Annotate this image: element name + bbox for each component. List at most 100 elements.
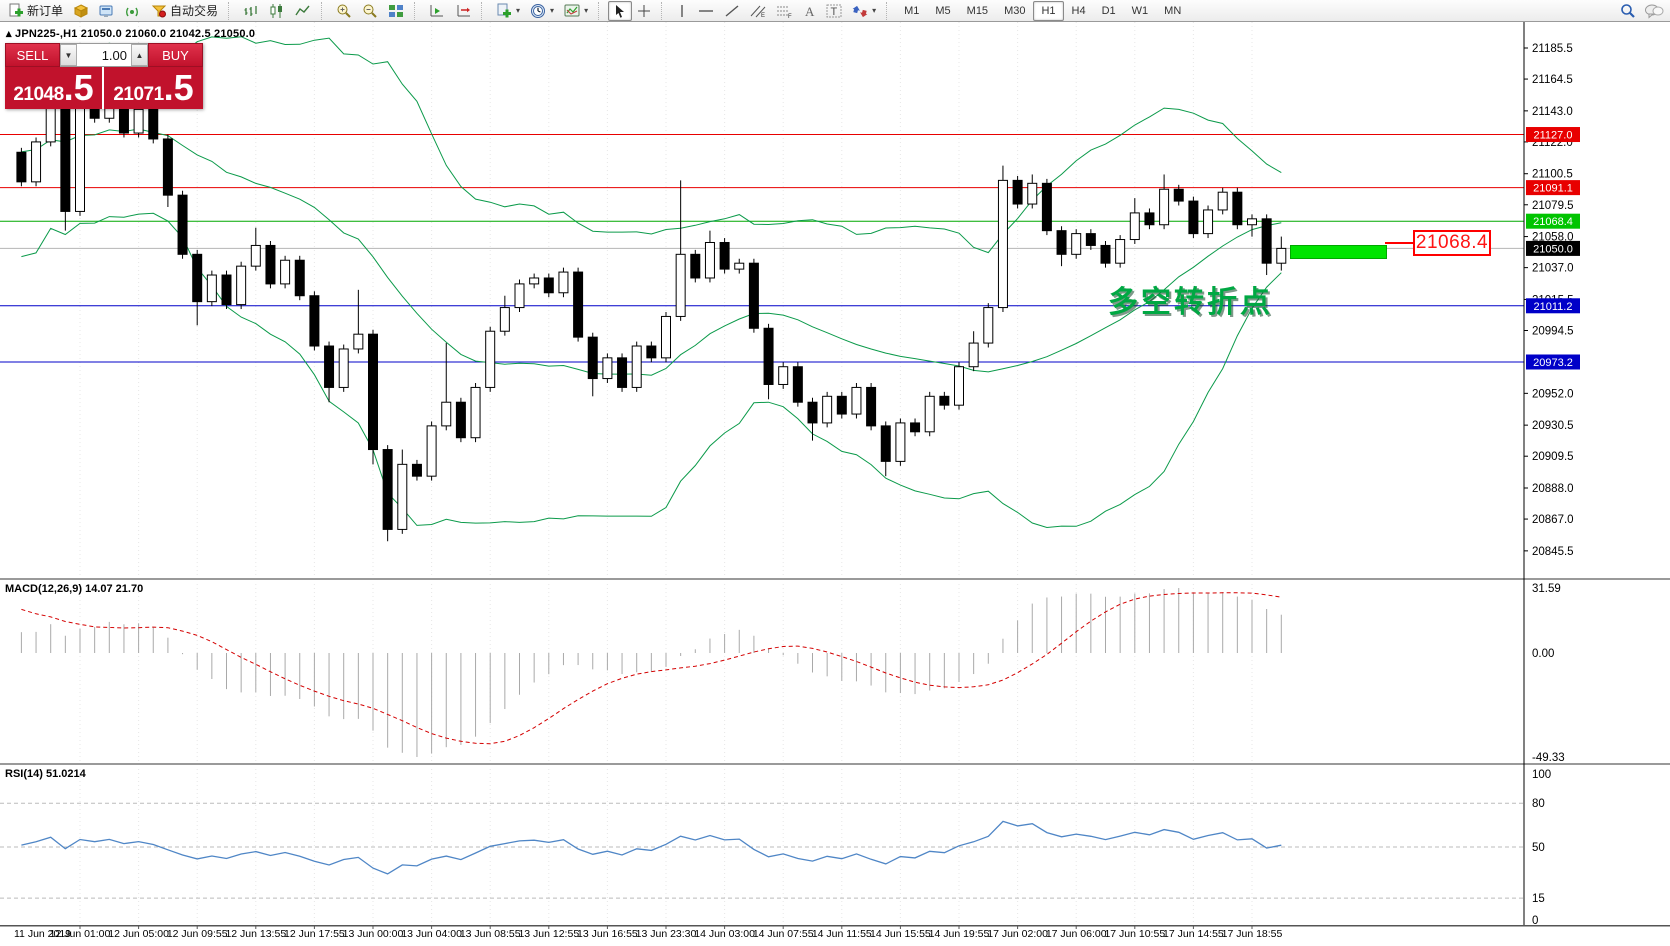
bull-candle: [353, 333, 364, 350]
new-chart-button[interactable]: ▾: [491, 1, 525, 21]
rsi-axis-label: 50: [1532, 842, 1545, 854]
sell-button[interactable]: SELL: [5, 43, 60, 67]
bear-candle: [1085, 233, 1096, 246]
volume-down-button[interactable]: ▼: [60, 44, 77, 66]
price-axis-label: 21100.5: [1532, 169, 1573, 181]
indicators-button[interactable]: ▾: [559, 1, 593, 21]
macd-label: MACD(12,26,9) 14.07 21.70: [5, 583, 144, 595]
bear-candle: [1232, 191, 1243, 226]
bear-candle: [792, 366, 803, 403]
time-axis-label: 13 Jun 00:00: [343, 928, 404, 940]
price-tag-label: 21011.2: [1534, 301, 1573, 313]
sell-price[interactable]: 21048 .5: [5, 67, 104, 109]
bear-candle: [880, 425, 891, 462]
cube-icon: [73, 3, 89, 18]
svg-text:A: A: [805, 4, 815, 18]
bull-candle: [734, 262, 745, 270]
buy-price[interactable]: 21071 .5: [104, 67, 203, 109]
bear-candle: [1188, 200, 1199, 235]
bull-candle: [1276, 247, 1287, 264]
volume-input[interactable]: [77, 44, 131, 66]
time-axis-label: 14 Jun 19:55: [929, 928, 990, 940]
bollinger-upper: [21, 36, 1282, 254]
market-watch-button[interactable]: [68, 1, 94, 21]
buy-button[interactable]: BUY: [148, 43, 203, 67]
auto-scroll-button[interactable]: [424, 1, 450, 21]
terminal-button[interactable]: [94, 1, 120, 21]
toolbar-separator: [228, 1, 233, 20]
indicators-icon: [564, 4, 580, 16]
line-chart-button[interactable]: [290, 1, 316, 21]
price-axis-label: 20845.5: [1532, 546, 1574, 558]
bear-candle: [455, 401, 466, 439]
time-axis-label: 14 Jun 03:00: [694, 928, 755, 940]
bear-candle: [221, 274, 232, 306]
chat-icon[interactable]: [1644, 3, 1664, 19]
bear-candle: [162, 138, 173, 196]
crosshair-tool-button[interactable]: [632, 1, 656, 21]
periods-button[interactable]: ▾: [525, 1, 559, 21]
timeframe-MN[interactable]: MN: [1164, 4, 1182, 17]
timeframe-H1[interactable]: H1: [1033, 0, 1064, 21]
rsi-label: RSI(14) 51.0214: [5, 768, 86, 780]
chart-window[interactable]: 21185.5 21164.5 21143.0 21122.0 21100.5 21079…: [0, 22, 1670, 946]
timeframe-H4[interactable]: H4: [1071, 4, 1086, 17]
chart-canvas[interactable]: 21185.521164.521143.021122.021100.521079…: [0, 22, 1670, 946]
collapse-arrow-icon[interactable]: ▴: [6, 28, 12, 40]
timeframe-M30[interactable]: M30: [1004, 4, 1026, 17]
zoom-out-button[interactable]: [357, 1, 383, 21]
zoom-in-button[interactable]: [331, 1, 357, 21]
price-axis-label: 20909.5: [1532, 451, 1574, 463]
bull-candle: [31, 141, 42, 183]
horizontal-line-tool-button[interactable]: [693, 1, 719, 21]
price-tag: [1526, 180, 1580, 196]
price-tag-label: 21050.0: [1533, 243, 1573, 255]
timeframe-M15[interactable]: M15: [966, 4, 989, 17]
new-order-icon: [9, 3, 23, 16]
bear-candle: [1012, 179, 1023, 205]
bull-candle: [236, 265, 247, 306]
rsi-line: [21, 820, 1282, 875]
time-axis-label: 14 Jun 11:55: [812, 928, 872, 940]
buy-price-frac: .5: [163, 67, 194, 108]
bear-candle: [1144, 212, 1155, 226]
bull-candle: [895, 422, 906, 462]
bar-chart-button[interactable]: [238, 1, 264, 21]
rsi-axis-label: 100: [1532, 769, 1551, 781]
svg-text:E: E: [761, 13, 765, 18]
tile-windows-button[interactable]: [383, 1, 409, 21]
autotrading-button[interactable]: 自动交易: [146, 1, 223, 21]
trendline-tool-button[interactable]: [719, 1, 745, 21]
bull-candle: [1115, 239, 1126, 264]
dropdown-arrow-icon: ▾: [872, 6, 877, 15]
chart-shift-button[interactable]: [450, 1, 476, 21]
bear-candle: [617, 357, 628, 388]
bull-candle: [75, 92, 85, 212]
volume-up-button[interactable]: ▲: [131, 44, 148, 66]
bull-candle: [1247, 218, 1257, 226]
bull-candle: [661, 315, 671, 359]
timeframe-M5[interactable]: M5: [935, 4, 951, 17]
signal-button[interactable]: [120, 1, 146, 21]
fibonacci-tool-button[interactable]: F: [771, 1, 797, 21]
timeframe-W1[interactable]: W1: [1131, 4, 1149, 17]
text-tool-button[interactable]: A: [797, 1, 821, 21]
candlestick-chart-button[interactable]: [264, 1, 290, 21]
time-axis-label: 12 Jun 05:00: [108, 928, 169, 940]
text-label-icon: T: [826, 4, 842, 18]
price-axis-label: 20888.0: [1532, 483, 1574, 495]
vertical-line-tool-button[interactable]: [671, 1, 693, 21]
arrows-tool-button[interactable]: ▾: [847, 1, 881, 21]
new-order-button[interactable]: 新订单: [3, 1, 68, 21]
text-label-tool-button[interactable]: T: [821, 1, 847, 21]
search-icon[interactable]: [1620, 3, 1636, 19]
channel-tool-button[interactable]: E: [745, 1, 771, 21]
timeframe-M1[interactable]: M1: [904, 4, 920, 17]
bull-candle: [499, 307, 510, 332]
bear-candle: [543, 277, 554, 294]
timeframe-D1[interactable]: D1: [1101, 4, 1116, 17]
cursor-tool-button[interactable]: [608, 0, 633, 21]
svg-text:F: F: [788, 14, 792, 18]
autotrading-icon: [151, 5, 167, 17]
price-axis-label: 21185.5: [1532, 43, 1573, 55]
